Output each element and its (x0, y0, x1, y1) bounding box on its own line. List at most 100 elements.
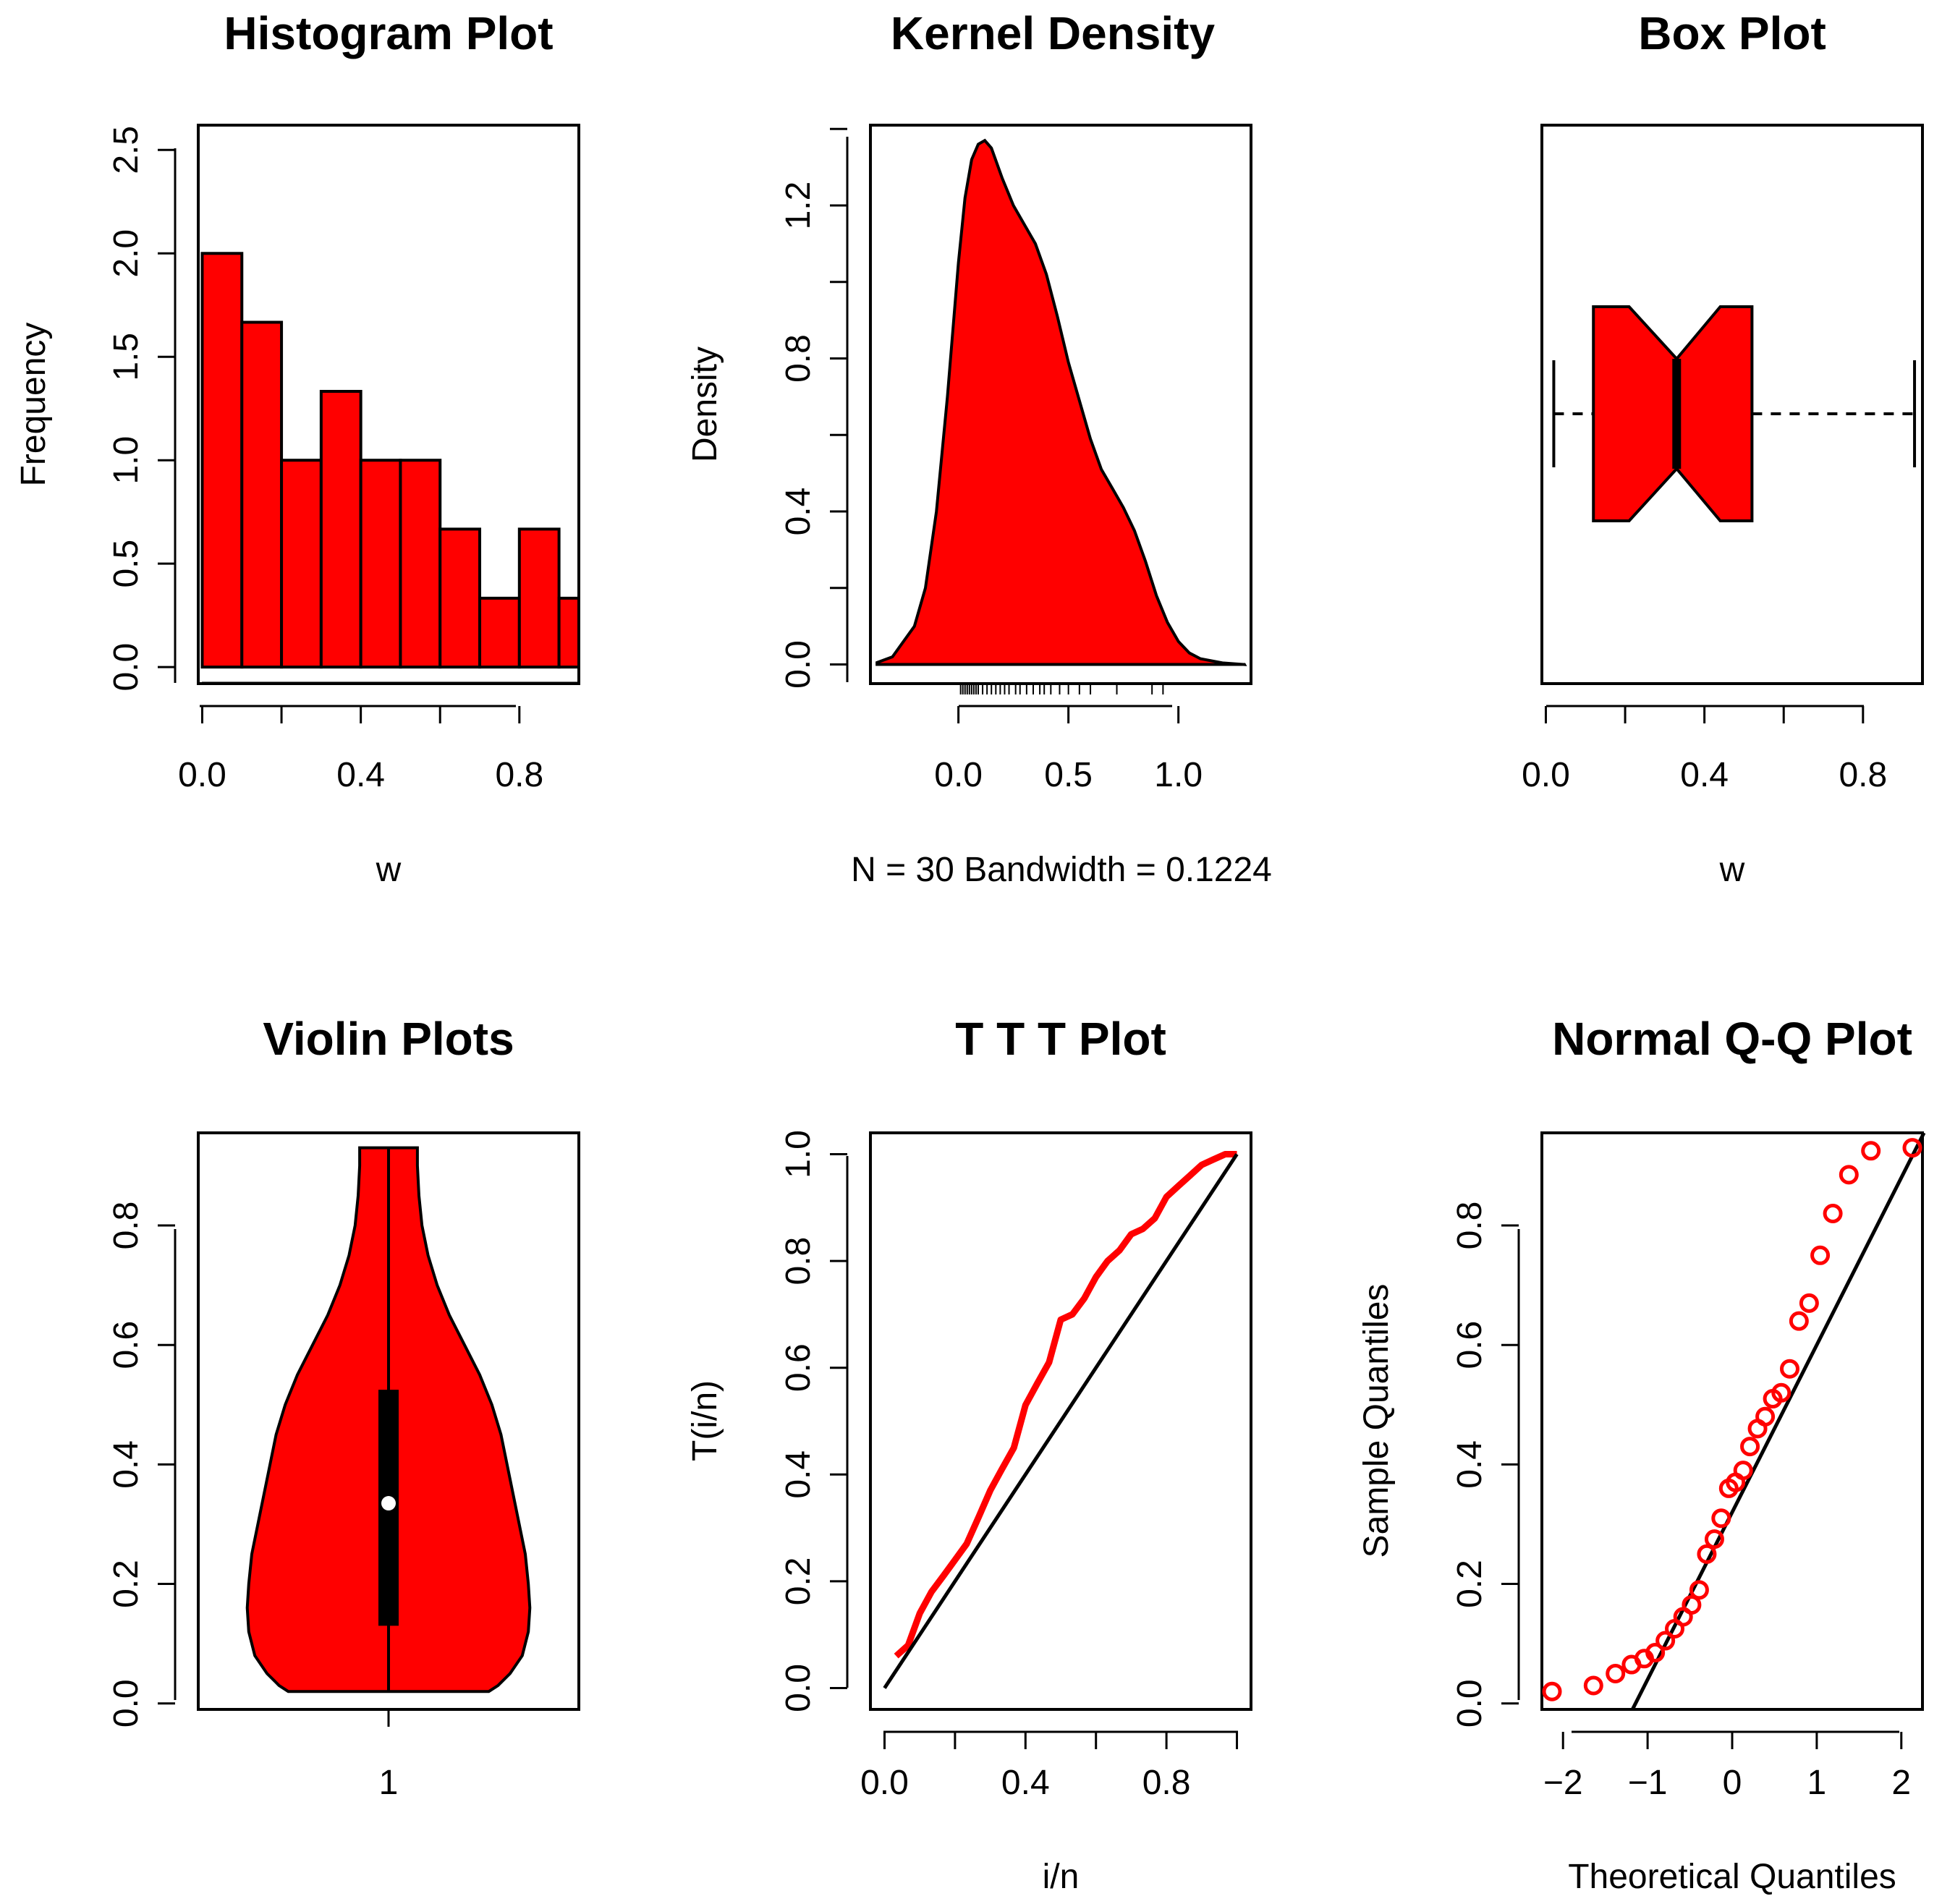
ttt-y-tick-label: 0.0 (779, 1664, 818, 1712)
qq-point (1682, 1594, 1702, 1615)
density-area (875, 138, 1247, 666)
histogram-bar (359, 459, 402, 669)
ttt-x-tick-label: 0.0 (860, 1764, 909, 1802)
histogram-bar (478, 596, 521, 669)
ttt-plot-frame (869, 1131, 1252, 1711)
qq-x-axis: −2 −1 0 1 2 (1543, 1730, 1911, 1802)
histogram-x-tick-label: 0.4 (336, 756, 385, 794)
violin-y-tick-label: 0.8 (107, 1202, 145, 1250)
qq-point (1755, 1406, 1776, 1427)
qq-point (1733, 1461, 1753, 1481)
qq-point (1645, 1643, 1666, 1663)
qq-y-tick-label: 0.8 (1451, 1202, 1489, 1250)
histogram-y-tick-label: 1.5 (107, 333, 145, 381)
qq-point (1771, 1382, 1792, 1403)
histogram-x-tick-label: 0.8 (495, 756, 543, 794)
qq-point (1839, 1165, 1859, 1185)
histogram-y-tick-label: 1.0 (107, 436, 145, 485)
violin-y-axis: 0.0 0.2 0.4 0.6 0.8 (107, 1202, 177, 1727)
qq-x-tick-label: 1 (1807, 1764, 1827, 1802)
qq-y-axis: 0.0 0.2 0.4 0.6 0.8 (1451, 1202, 1520, 1727)
density-x-tick-label: 0.0 (934, 756, 983, 794)
qq-x-tick-label: 0 (1723, 1764, 1742, 1802)
ttt-y-tick-label: 0.2 (779, 1557, 818, 1606)
violin-panel: Violin Plots 1 0.0 0.2 0.4 0.6 0.8 (107, 1013, 580, 1802)
histogram-title: Histogram Plot (224, 7, 553, 59)
histogram-bar (280, 459, 323, 669)
density-y-tick-label: 0.4 (779, 488, 818, 536)
density-plot-frame (869, 124, 1252, 685)
qq-title: Normal Q-Q Plot (1552, 1013, 1912, 1065)
qq-point (1704, 1529, 1724, 1550)
qq-marks (1542, 1131, 1926, 1711)
violin-y-tick-label: 0.6 (107, 1321, 145, 1369)
qq-plot-frame (1540, 1131, 1924, 1711)
density-rug (959, 684, 1164, 694)
density-x-axis: 0.0 0.5 1.0 (934, 705, 1203, 794)
density-x-label: N = 30 Bandwidth = 0.1224 (851, 851, 1272, 889)
qq-point (1861, 1141, 1881, 1161)
qq-x-tick-label: −1 (1628, 1764, 1668, 1802)
qq-y-tick-label: 0.2 (1451, 1560, 1489, 1608)
qq-point (1799, 1293, 1819, 1313)
density-title: Kernel Density (891, 7, 1216, 59)
ttt-panel: T T T Plot i/n T(i/n) 0.0 0.4 0.8 0.00.20.… (686, 1013, 1252, 1896)
qq-reference-line (1631, 1131, 1926, 1711)
violin-median-dot (381, 1496, 396, 1511)
histogram-y-tick-label: 0.0 (107, 643, 145, 692)
violin-inner-box (378, 1147, 399, 1692)
boxplot-x-label: w (1719, 851, 1745, 889)
ttt-x-axis: 0.0 0.4 0.8 (860, 1730, 1239, 1802)
boxplot-x-tick-label: 0.4 (1680, 756, 1729, 794)
ttt-y-tick-label: 0.6 (779, 1343, 818, 1392)
ttt-y-tick-label: 0.4 (779, 1450, 818, 1499)
histogram-bar (557, 596, 581, 669)
boxplot-x-tick-label: 0.0 (1522, 756, 1570, 794)
ttt-title: T T T Plot (955, 1013, 1166, 1065)
ttt-x-label: i/n (1043, 1858, 1080, 1896)
qq-point (1689, 1580, 1709, 1600)
boxplot-marks (1552, 305, 1917, 522)
density-y-tick-label: 0.0 (779, 640, 818, 689)
boxplot-plot-frame (1540, 124, 1924, 685)
histogram-y-axis: 0.0 0.5 1.0 1.5 2.0 2.5 (107, 126, 177, 692)
density-y-tick-label: 0.8 (779, 334, 818, 383)
qq-point (1583, 1675, 1603, 1696)
box-plot-panel: Box Plot w 0.0 0.4 0.8 (1522, 7, 1924, 889)
ttt-series (883, 1151, 1239, 1689)
ttt-x-tick-label: 0.8 (1142, 1764, 1191, 1802)
histogram-y-label: Frequency (14, 323, 53, 487)
histogram-bar (240, 320, 284, 669)
histogram-bar (438, 527, 482, 669)
qq-panel: Normal Q-Q Plot Theoretical Quantiles Sa… (1357, 1013, 1926, 1896)
violin-y-tick-label: 0.0 (107, 1679, 145, 1727)
qq-point (1606, 1663, 1626, 1683)
histogram-bars (200, 252, 581, 669)
histogram-y-tick-label: 0.5 (107, 540, 145, 588)
histogram-y-tick-label: 2.0 (107, 229, 145, 278)
qq-point (1740, 1437, 1760, 1457)
histogram-bar (399, 459, 442, 669)
qq-point (1655, 1631, 1676, 1651)
violin-title: Violin Plots (263, 1013, 514, 1065)
ttt-reference-line (883, 1153, 1239, 1689)
density-x-tick-label: 0.5 (1044, 756, 1093, 794)
histogram-x-label: w (376, 851, 402, 889)
qq-x-label: Theoretical Quantiles (1568, 1858, 1896, 1896)
boxplot-title: Box Plot (1638, 7, 1826, 59)
ttt-y-label: T(i/n) (686, 1380, 724, 1461)
ttt-y-axis: 0.0 0.2 0.4 0.6 0.8 1.0 (779, 1130, 849, 1712)
ttt-curve (894, 1151, 1237, 1659)
violin-x-axis: 1 (379, 1709, 399, 1802)
qq-point (1542, 1681, 1562, 1701)
histogram-bar (200, 252, 244, 669)
qq-point (1697, 1544, 1717, 1564)
boxplot-x-axis: 0.0 0.4 0.8 (1522, 705, 1887, 794)
ttt-y-tick-label: 0.8 (779, 1237, 818, 1285)
violin-y-tick-label: 0.4 (107, 1440, 145, 1489)
histogram-x-tick-label: 0.0 (178, 756, 226, 794)
qq-x-tick-label: −2 (1543, 1764, 1583, 1802)
density-y-axis: 0.0 0.4 0.8 1.2 (779, 127, 849, 689)
qq-point (1823, 1203, 1843, 1223)
violin-x-tick-label: 1 (379, 1764, 399, 1802)
